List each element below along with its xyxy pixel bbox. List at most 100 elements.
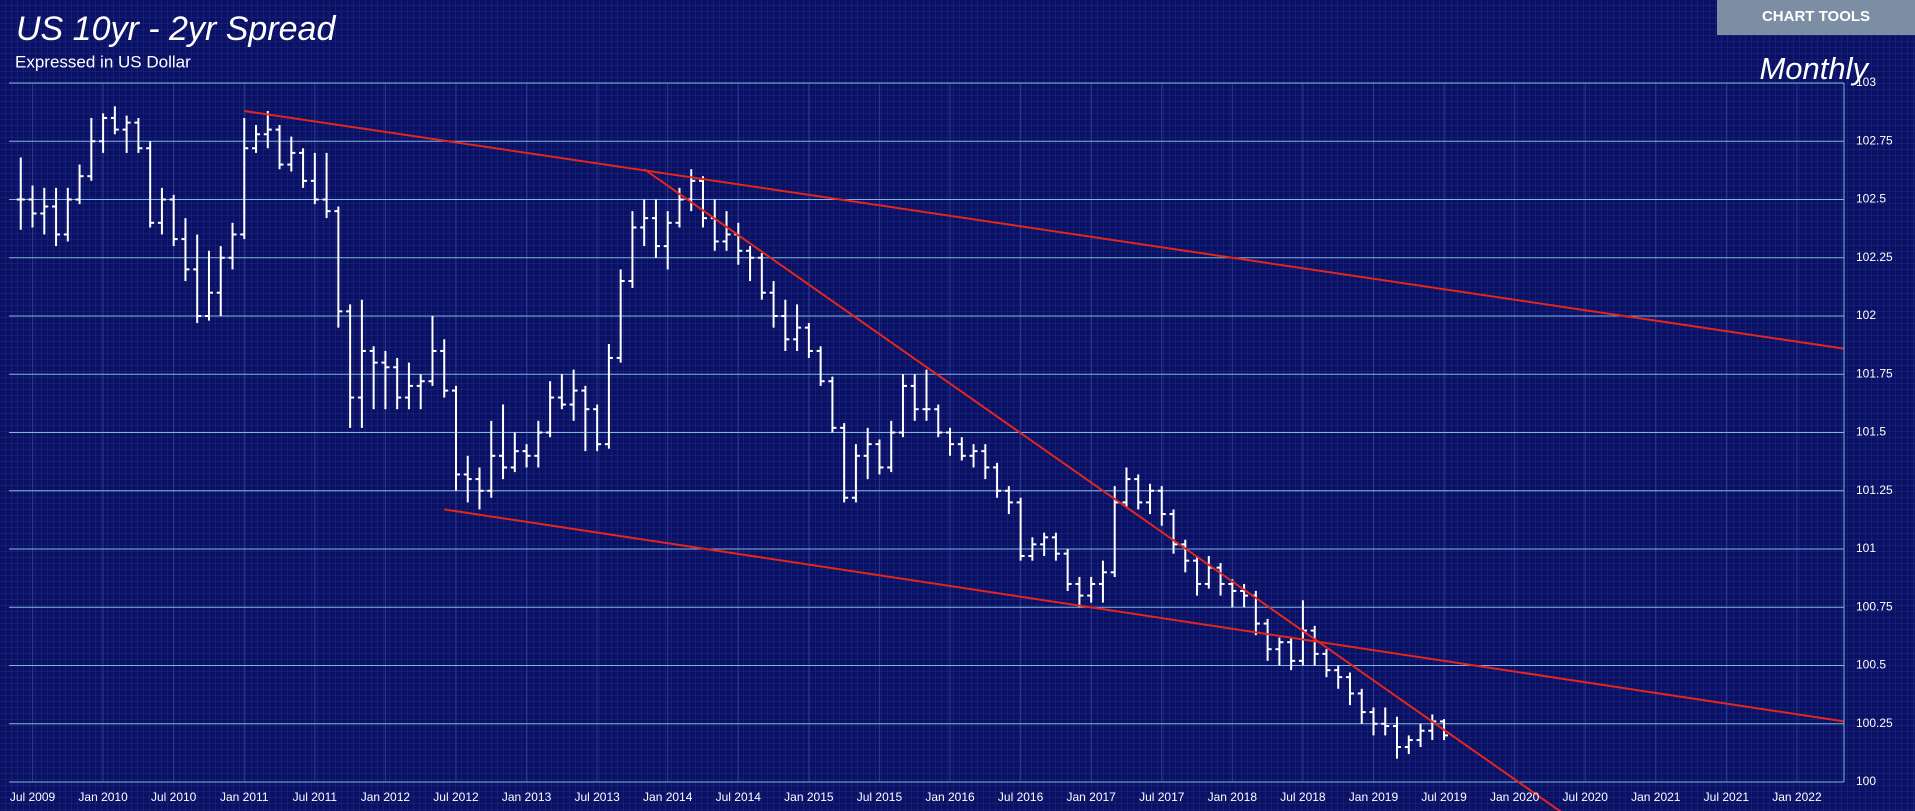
ohlc-bar — [875, 439, 884, 475]
ohlc-bar — [1287, 637, 1296, 671]
x-tick-label: Jul 2013 — [574, 790, 620, 804]
ohlc-bar — [969, 444, 978, 468]
ohlc-bar — [1416, 723, 1425, 748]
ohlc-bar — [346, 304, 355, 428]
ohlc-bar — [604, 343, 613, 449]
ohlc-bar — [1381, 707, 1390, 736]
x-tick-label: Jul 2020 — [1563, 790, 1609, 804]
ohlc-bar — [816, 346, 825, 386]
ohlc-bar — [663, 211, 672, 270]
ohlc-bar — [569, 369, 578, 421]
ohlc-bar — [1016, 497, 1025, 561]
x-tick-label: Jul 2014 — [716, 790, 762, 804]
ohlc-bar — [593, 404, 602, 452]
x-tick-label: Jul 2010 — [151, 790, 197, 804]
ohlc-bar — [1040, 532, 1049, 556]
ohlc-bar — [75, 164, 84, 205]
ohlc-bar — [181, 218, 190, 282]
ohlc-bar — [840, 423, 849, 503]
ohlc-bar — [1357, 688, 1366, 724]
ohlc-bar — [263, 110, 272, 149]
ohlc-bar — [369, 346, 378, 410]
ohlc-bar — [522, 444, 531, 468]
chart-subtitle: Expressed in US Dollar — [15, 52, 191, 71]
ohlc-bar — [334, 206, 343, 328]
ohlc-bar — [322, 152, 331, 219]
ohlc-bar — [1134, 474, 1143, 510]
ohlc-bar — [863, 427, 872, 480]
ohlc-bar — [63, 187, 72, 242]
ohlc-bar — [1404, 735, 1413, 755]
ohlc-bar — [828, 376, 837, 433]
ohlc-bar — [804, 322, 813, 358]
ohlc-bar — [981, 444, 990, 480]
ohlc-bar — [746, 246, 755, 282]
y-tick-label: 103 — [1856, 75, 1876, 89]
ohlc-bar — [157, 187, 166, 235]
ohlc-bar — [40, 187, 49, 235]
y-tick-label: 101.75 — [1856, 366, 1893, 380]
ohlc-bar — [1051, 532, 1060, 561]
chart-title: US 10yr - 2yr Spread — [16, 10, 336, 48]
ohlc-bar — [1228, 579, 1237, 608]
chart-tools-button[interactable]: CHART TOOLS — [1717, 0, 1915, 35]
x-tick-label: Jul 2012 — [433, 790, 479, 804]
ohlc-bar — [204, 250, 213, 321]
x-tick-label: Jan 2019 — [1349, 790, 1399, 804]
ohlc-bar — [87, 117, 96, 181]
y-tick-label: 100.75 — [1856, 599, 1893, 613]
y-tick-label: 102 — [1856, 308, 1876, 322]
x-tick-label: Jul 2019 — [1421, 790, 1467, 804]
y-tick-label: 101 — [1856, 541, 1876, 555]
ohlc-bar — [993, 462, 1002, 498]
ohlc-bar — [1098, 560, 1107, 603]
x-tick-label: Jan 2018 — [1208, 790, 1258, 804]
y-tick-label: 100.5 — [1856, 658, 1886, 672]
ohlc-bar — [463, 455, 472, 503]
x-tick-label: Jan 2015 — [784, 790, 834, 804]
ohlc-bar — [169, 194, 178, 247]
x-tick-label: Jul 2018 — [1280, 790, 1326, 804]
ohlc-bar — [240, 117, 249, 240]
ohlc-bar — [134, 117, 143, 153]
x-tick-label: Jul 2016 — [998, 790, 1044, 804]
x-tick-label: Jan 2010 — [78, 790, 128, 804]
ohlc-bar — [1240, 583, 1249, 608]
x-tick-label: Jul 2021 — [1704, 790, 1750, 804]
ohlc-bar — [357, 299, 366, 428]
ohlc-bar — [1369, 707, 1378, 736]
ohlc-bar — [793, 304, 802, 351]
x-tick-label: Jan 2022 — [1772, 790, 1822, 804]
x-tick-label: Jan 2014 — [643, 790, 693, 804]
ohlc-bar — [1334, 665, 1343, 689]
y-tick-label: 102.5 — [1856, 192, 1886, 206]
ohlc-bar — [1216, 562, 1225, 596]
ohlc-bar — [1157, 486, 1166, 526]
ohlc-bar — [252, 124, 261, 153]
x-tick-label: Jan 2016 — [925, 790, 975, 804]
ohlc-bar — [557, 374, 566, 410]
ohlc-bar — [1181, 539, 1190, 573]
ohlc-bar — [122, 115, 131, 153]
button-label[interactable]: CHART TOOLS — [1762, 8, 1870, 25]
ohlc-bar — [299, 148, 308, 188]
x-tick-label: Jan 2012 — [361, 790, 411, 804]
ohlc-bar — [628, 211, 637, 289]
ohlc-bar — [851, 444, 860, 503]
trendline — [444, 508, 1845, 723]
ohlc-bar — [699, 176, 708, 228]
ohlc-bar — [898, 374, 907, 438]
x-tick-label: Jan 2011 — [220, 790, 269, 804]
ohlc-bar — [275, 124, 284, 170]
ohlc-bar — [428, 316, 437, 386]
ohlc-bar — [946, 427, 955, 456]
ohlc-bar — [1122, 467, 1131, 508]
button-background[interactable] — [1717, 0, 1915, 35]
x-tick-label: Jan 2020 — [1490, 790, 1540, 804]
ohlc-bar — [193, 234, 202, 323]
ohlc-bar — [581, 385, 590, 452]
ohlc-bar — [451, 385, 460, 491]
ohlc-bar — [487, 420, 496, 498]
ohlc-bar — [1393, 716, 1402, 759]
